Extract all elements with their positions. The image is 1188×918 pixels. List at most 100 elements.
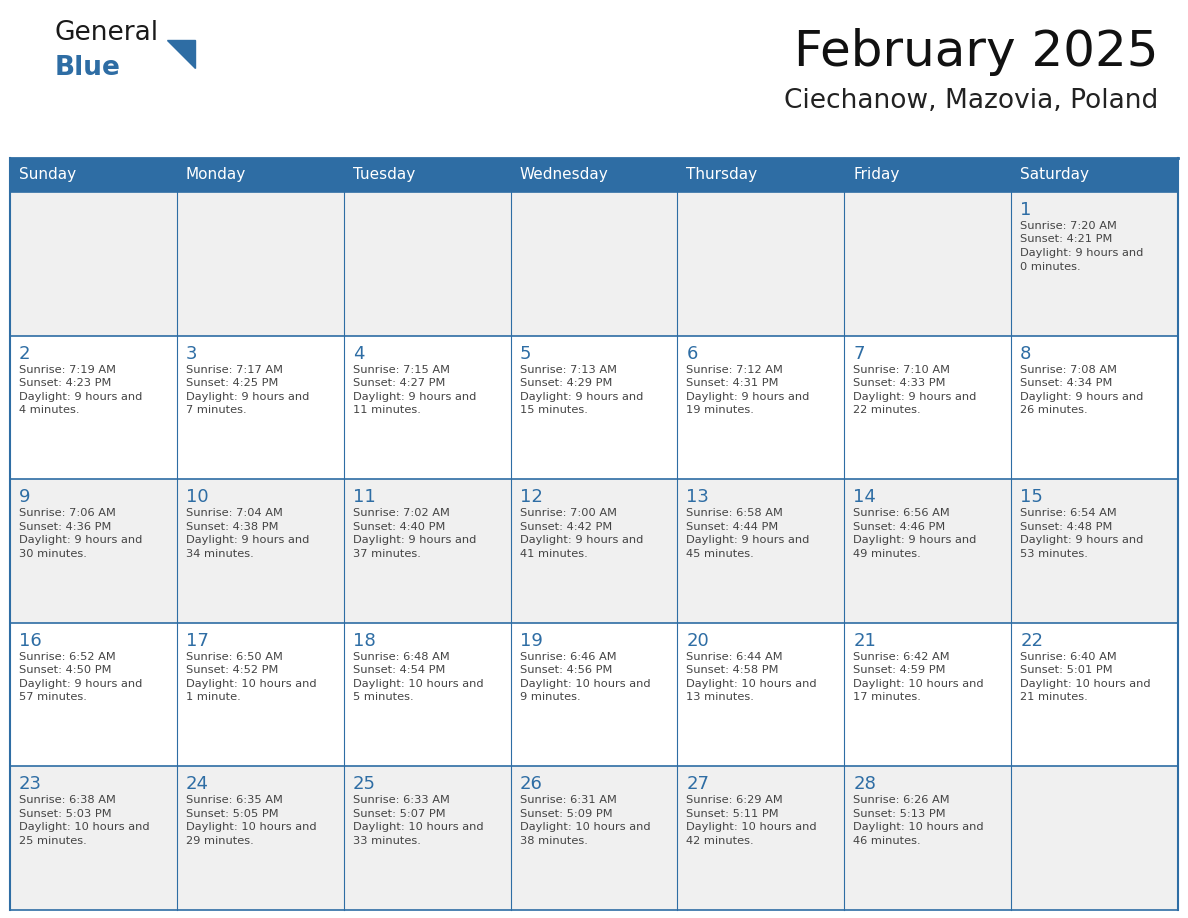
Text: Daylight: 10 hours and: Daylight: 10 hours and xyxy=(687,823,817,833)
Text: 10: 10 xyxy=(185,488,208,506)
Text: Sunrise: 6:52 AM: Sunrise: 6:52 AM xyxy=(19,652,115,662)
Text: 33 minutes.: 33 minutes. xyxy=(353,836,421,845)
Text: Sunrise: 6:33 AM: Sunrise: 6:33 AM xyxy=(353,795,449,805)
Text: Sunset: 5:11 PM: Sunset: 5:11 PM xyxy=(687,809,779,819)
Text: Daylight: 9 hours and: Daylight: 9 hours and xyxy=(185,392,309,401)
Text: Daylight: 10 hours and: Daylight: 10 hours and xyxy=(185,678,316,688)
Text: Daylight: 9 hours and: Daylight: 9 hours and xyxy=(853,535,977,545)
Text: February 2025: February 2025 xyxy=(794,28,1158,76)
Polygon shape xyxy=(168,40,195,68)
Text: 3: 3 xyxy=(185,344,197,363)
Text: 34 minutes.: 34 minutes. xyxy=(185,549,253,559)
Text: Sunset: 4:54 PM: Sunset: 4:54 PM xyxy=(353,666,446,676)
Text: Sunrise: 7:19 AM: Sunrise: 7:19 AM xyxy=(19,364,116,375)
Text: Sunday: Sunday xyxy=(19,167,76,183)
Text: Friday: Friday xyxy=(853,167,899,183)
Text: 30 minutes.: 30 minutes. xyxy=(19,549,87,559)
Text: 26: 26 xyxy=(519,776,543,793)
Text: Sunrise: 6:42 AM: Sunrise: 6:42 AM xyxy=(853,652,950,662)
Text: Blue: Blue xyxy=(55,55,121,81)
Text: 27: 27 xyxy=(687,776,709,793)
Text: Daylight: 9 hours and: Daylight: 9 hours and xyxy=(519,392,643,401)
Text: Sunrise: 6:40 AM: Sunrise: 6:40 AM xyxy=(1020,652,1117,662)
Text: 8: 8 xyxy=(1020,344,1031,363)
Text: Sunrise: 7:10 AM: Sunrise: 7:10 AM xyxy=(853,364,950,375)
Text: Sunset: 4:33 PM: Sunset: 4:33 PM xyxy=(853,378,946,388)
Text: Sunset: 4:21 PM: Sunset: 4:21 PM xyxy=(1020,234,1112,244)
Text: Sunset: 4:29 PM: Sunset: 4:29 PM xyxy=(519,378,612,388)
Text: Daylight: 10 hours and: Daylight: 10 hours and xyxy=(853,823,984,833)
Bar xyxy=(10,336,1178,479)
Text: Sunset: 4:46 PM: Sunset: 4:46 PM xyxy=(853,521,946,532)
Text: Daylight: 10 hours and: Daylight: 10 hours and xyxy=(185,823,316,833)
Text: Sunrise: 7:13 AM: Sunrise: 7:13 AM xyxy=(519,364,617,375)
Text: Sunrise: 7:12 AM: Sunrise: 7:12 AM xyxy=(687,364,783,375)
Text: Daylight: 9 hours and: Daylight: 9 hours and xyxy=(853,392,977,401)
Text: Daylight: 9 hours and: Daylight: 9 hours and xyxy=(185,535,309,545)
Text: 21: 21 xyxy=(853,632,877,650)
Text: Sunrise: 6:31 AM: Sunrise: 6:31 AM xyxy=(519,795,617,805)
Text: 1 minute.: 1 minute. xyxy=(185,692,241,702)
Text: 25 minutes.: 25 minutes. xyxy=(19,836,87,845)
Text: 4: 4 xyxy=(353,344,365,363)
Text: Sunrise: 6:35 AM: Sunrise: 6:35 AM xyxy=(185,795,283,805)
Text: Sunset: 5:05 PM: Sunset: 5:05 PM xyxy=(185,809,278,819)
Text: 13: 13 xyxy=(687,488,709,506)
Text: 5 minutes.: 5 minutes. xyxy=(353,692,413,702)
Text: 16: 16 xyxy=(19,632,42,650)
Text: Sunset: 4:38 PM: Sunset: 4:38 PM xyxy=(185,521,278,532)
Text: Daylight: 10 hours and: Daylight: 10 hours and xyxy=(353,678,484,688)
Text: Sunrise: 6:26 AM: Sunrise: 6:26 AM xyxy=(853,795,950,805)
Text: Sunset: 4:56 PM: Sunset: 4:56 PM xyxy=(519,666,612,676)
Text: 37 minutes.: 37 minutes. xyxy=(353,549,421,559)
Text: 9 minutes.: 9 minutes. xyxy=(519,692,580,702)
Text: 11: 11 xyxy=(353,488,375,506)
Text: Sunset: 4:48 PM: Sunset: 4:48 PM xyxy=(1020,521,1112,532)
Text: Sunrise: 7:02 AM: Sunrise: 7:02 AM xyxy=(353,509,449,518)
Text: Sunset: 4:31 PM: Sunset: 4:31 PM xyxy=(687,378,779,388)
Text: Sunset: 4:42 PM: Sunset: 4:42 PM xyxy=(519,521,612,532)
Text: Saturday: Saturday xyxy=(1020,167,1089,183)
Text: 53 minutes.: 53 minutes. xyxy=(1020,549,1088,559)
Text: 11 minutes.: 11 minutes. xyxy=(353,405,421,415)
Text: Thursday: Thursday xyxy=(687,167,758,183)
Text: Daylight: 9 hours and: Daylight: 9 hours and xyxy=(19,392,143,401)
Text: Daylight: 9 hours and: Daylight: 9 hours and xyxy=(687,392,810,401)
Text: Daylight: 9 hours and: Daylight: 9 hours and xyxy=(1020,248,1144,258)
Text: Daylight: 9 hours and: Daylight: 9 hours and xyxy=(1020,392,1144,401)
Text: Sunrise: 6:50 AM: Sunrise: 6:50 AM xyxy=(185,652,283,662)
Text: Daylight: 10 hours and: Daylight: 10 hours and xyxy=(853,678,984,688)
Text: Daylight: 9 hours and: Daylight: 9 hours and xyxy=(353,392,476,401)
Text: 20: 20 xyxy=(687,632,709,650)
Bar xyxy=(10,158,1178,192)
Text: 18: 18 xyxy=(353,632,375,650)
Text: Ciechanow, Mazovia, Poland: Ciechanow, Mazovia, Poland xyxy=(784,88,1158,114)
Text: Sunrise: 6:38 AM: Sunrise: 6:38 AM xyxy=(19,795,116,805)
Text: Sunset: 4:23 PM: Sunset: 4:23 PM xyxy=(19,378,112,388)
Text: 45 minutes.: 45 minutes. xyxy=(687,549,754,559)
Text: Sunrise: 7:15 AM: Sunrise: 7:15 AM xyxy=(353,364,450,375)
Text: Sunset: 4:58 PM: Sunset: 4:58 PM xyxy=(687,666,779,676)
Text: Daylight: 10 hours and: Daylight: 10 hours and xyxy=(353,823,484,833)
Text: 12: 12 xyxy=(519,488,543,506)
Text: 17 minutes.: 17 minutes. xyxy=(853,692,921,702)
Text: 6: 6 xyxy=(687,344,697,363)
Text: 49 minutes.: 49 minutes. xyxy=(853,549,921,559)
Text: Sunset: 5:01 PM: Sunset: 5:01 PM xyxy=(1020,666,1113,676)
Text: 22: 22 xyxy=(1020,632,1043,650)
Text: Tuesday: Tuesday xyxy=(353,167,415,183)
Text: 2: 2 xyxy=(19,344,31,363)
Text: Sunset: 4:36 PM: Sunset: 4:36 PM xyxy=(19,521,112,532)
Text: Sunset: 5:07 PM: Sunset: 5:07 PM xyxy=(353,809,446,819)
Text: 1: 1 xyxy=(1020,201,1031,219)
Text: Sunset: 4:27 PM: Sunset: 4:27 PM xyxy=(353,378,446,388)
Text: Daylight: 10 hours and: Daylight: 10 hours and xyxy=(1020,678,1151,688)
Text: Daylight: 9 hours and: Daylight: 9 hours and xyxy=(19,535,143,545)
Text: Daylight: 10 hours and: Daylight: 10 hours and xyxy=(519,678,650,688)
Bar xyxy=(10,479,1178,622)
Text: Sunset: 4:50 PM: Sunset: 4:50 PM xyxy=(19,666,112,676)
Text: 14: 14 xyxy=(853,488,877,506)
Text: Wednesday: Wednesday xyxy=(519,167,608,183)
Text: 7: 7 xyxy=(853,344,865,363)
Text: Sunset: 4:52 PM: Sunset: 4:52 PM xyxy=(185,666,278,676)
